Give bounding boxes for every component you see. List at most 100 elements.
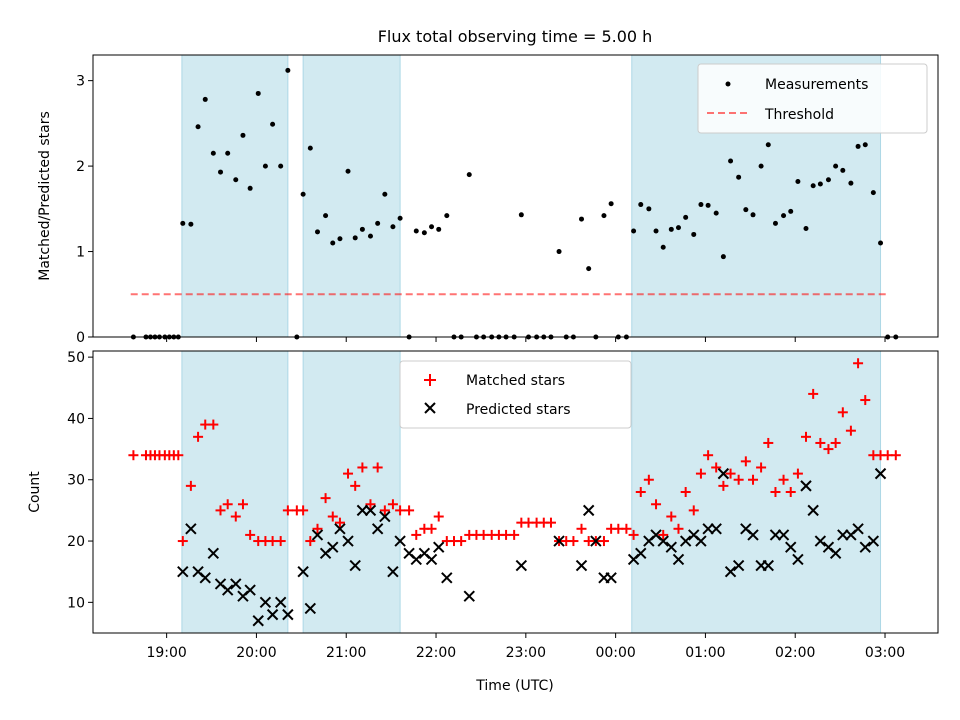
matched-star-point — [411, 529, 422, 540]
matched-star-point — [334, 517, 345, 528]
matched-star-point — [853, 358, 864, 369]
matched-star-point — [651, 499, 662, 510]
predicted-star-point — [792, 553, 804, 566]
measurement-point — [668, 226, 674, 232]
matched-star-point — [387, 499, 398, 510]
matched-stars-points — [128, 358, 901, 547]
predicted-star-point — [575, 559, 588, 572]
measurement-point — [518, 212, 524, 218]
measurement-point — [653, 228, 659, 234]
top-legend-box — [697, 63, 928, 134]
matched-star-point — [756, 462, 767, 473]
predicted-star-point — [342, 535, 354, 547]
matched-star-point — [703, 450, 714, 461]
predicted-star-point — [221, 584, 234, 596]
matched-star-point — [193, 431, 204, 442]
matched-star-point — [350, 480, 361, 491]
matched-star-point — [185, 480, 196, 491]
top-y-axis-label: Matched/Predicted stars — [37, 111, 53, 281]
measurement-point — [772, 220, 778, 226]
predicted-star-point — [657, 535, 669, 547]
matched-star-point — [365, 499, 376, 510]
measurement-point — [683, 214, 689, 220]
bottom-shaded-intervals — [181, 350, 882, 634]
matched-star-point — [688, 505, 699, 516]
predicted-star-point — [710, 523, 722, 535]
predicted-star-point — [747, 529, 759, 541]
predicted-star-point — [605, 572, 617, 584]
top-axes-frame — [92, 54, 939, 338]
matched-star-point — [545, 517, 556, 528]
measurement-point — [323, 213, 329, 219]
matched-star-point — [433, 511, 444, 522]
measurement-point — [436, 226, 442, 232]
matched-star-point — [568, 536, 579, 547]
predicted-star-point — [515, 559, 528, 572]
matched-star-point — [770, 487, 781, 497]
legend-predicted-marker — [424, 402, 436, 414]
matched-star-point — [718, 480, 729, 491]
predicted-star-point — [230, 578, 242, 590]
bottom-legend: Matched stars Predicted stars — [399, 360, 632, 429]
measurement-point — [413, 228, 419, 234]
matched-star-point — [621, 523, 632, 534]
predicted-star-point — [852, 523, 864, 535]
bottom-y-axis-label: Count — [27, 471, 43, 513]
measurement-point — [337, 236, 343, 242]
predicted-star-point — [387, 565, 399, 578]
measurement-point — [202, 96, 208, 102]
matched-star-point — [837, 407, 848, 418]
measurement-point — [579, 216, 585, 222]
x-tick-label: 22:00 — [416, 645, 456, 661]
measurement-point — [840, 167, 846, 173]
measurement-point — [307, 145, 313, 151]
matched-star-point — [245, 529, 256, 540]
predicted-star-point — [311, 529, 324, 541]
predicted-star-point — [441, 572, 453, 584]
predicted-star-point — [177, 565, 189, 578]
matched-star-point — [725, 468, 736, 479]
x-tick-label: 03:00 — [865, 645, 905, 661]
x-axis-label: Time (UTC) — [475, 678, 553, 694]
x-tick-label: 23:00 — [506, 645, 546, 661]
predicted-star-point — [425, 553, 438, 566]
matched-star-point — [395, 505, 406, 516]
matched-star-point — [635, 487, 646, 497]
predicted-star-point — [582, 504, 595, 517]
matched-star-point — [282, 505, 293, 516]
measurement-point — [675, 225, 681, 231]
predicted-star-point — [837, 529, 849, 541]
measurement-point — [233, 177, 239, 183]
matched-star-point — [680, 487, 691, 497]
matched-star-point — [890, 450, 901, 461]
measurement-point — [330, 240, 336, 246]
measurement-point — [255, 90, 261, 96]
measurement-point — [758, 163, 764, 169]
chart-title: Flux total observing time = 5.00 h — [378, 27, 653, 46]
predicted-star-point — [785, 541, 797, 553]
measurement-point — [795, 178, 801, 184]
predicted-stars-points — [177, 467, 887, 627]
measurement-point — [728, 158, 734, 164]
bottom-legend-box — [399, 360, 632, 429]
predicted-star-point — [635, 547, 647, 560]
bottom-panel: 10 20 30 40 50 19:00 20:00 21:00 22:00 23:00 00:00… — [27, 350, 939, 694]
measurement-point — [240, 132, 246, 138]
predicted-star-point — [665, 541, 678, 553]
matched-star-point — [778, 474, 789, 485]
matched-star-point — [815, 437, 826, 448]
predicted-star-point — [590, 535, 602, 547]
measurement-point — [444, 213, 450, 219]
measurement-point — [367, 233, 373, 239]
measurement-point — [188, 221, 194, 227]
x-tick-label: 20:00 — [236, 645, 276, 661]
predicted-star-point — [356, 504, 369, 517]
predicted-star-point — [702, 523, 714, 535]
measurement-point — [359, 226, 365, 232]
measurement-point — [421, 230, 427, 236]
legend-measurements-marker — [725, 81, 731, 87]
predicted-star-point — [433, 541, 445, 553]
predicted-star-point — [829, 547, 842, 560]
predicted-star-point — [252, 615, 264, 627]
matched-star-point — [305, 536, 316, 547]
